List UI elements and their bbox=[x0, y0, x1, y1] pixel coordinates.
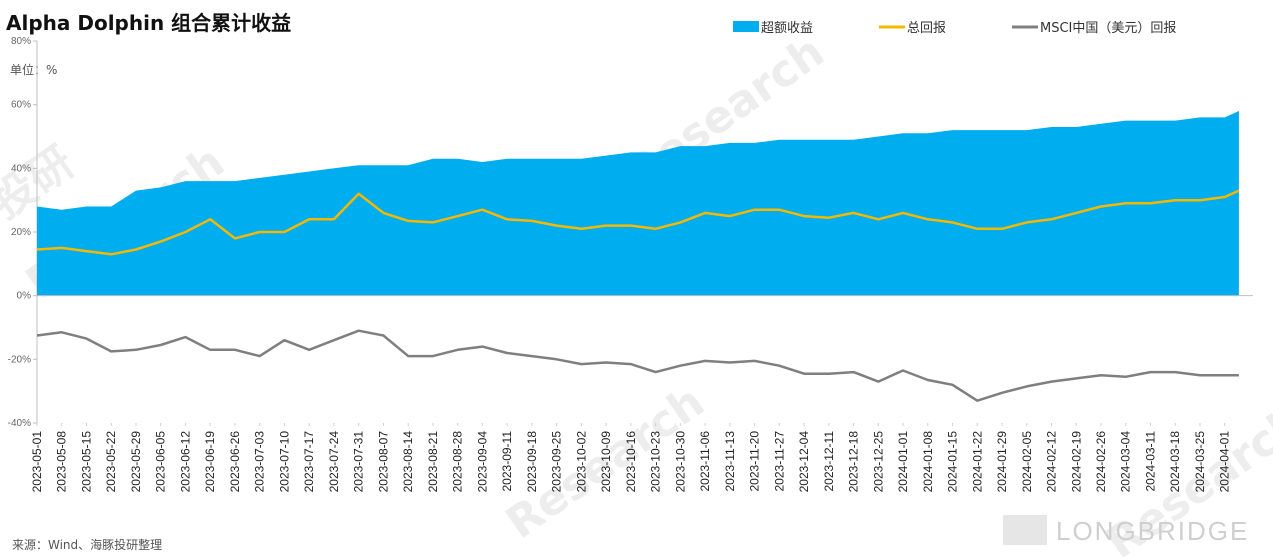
x-tick-label: 2024-03-04 bbox=[1119, 431, 1133, 493]
chart-title: Alpha Dolphin 组合累计收益 bbox=[6, 11, 291, 35]
x-tick-label: 2024-01-22 bbox=[970, 431, 984, 493]
x-tick-label: 2023-09-04 bbox=[475, 431, 489, 493]
x-tick-label: 2023-10-09 bbox=[599, 431, 613, 493]
y-tick-label: 40% bbox=[11, 163, 31, 174]
brand-logo: LONGBRIDGE bbox=[1003, 515, 1249, 546]
brand-logo-text: LONGBRIDGE bbox=[1056, 516, 1249, 546]
x-tick-label: 2023-11-06 bbox=[698, 431, 712, 492]
x-tick-label: 2023-05-29 bbox=[129, 431, 143, 493]
x-tick-label: 2024-03-25 bbox=[1193, 431, 1207, 493]
x-tick-label: 2023-05-08 bbox=[55, 431, 69, 493]
x-tick-label: 2023-07-24 bbox=[327, 431, 341, 493]
x-tick-label: 2023-07-10 bbox=[277, 431, 291, 493]
x-tick-label: 2023-09-25 bbox=[550, 431, 564, 493]
x-tick-label: 2023-11-27 bbox=[772, 431, 786, 492]
x-tick-label: 2023-07-03 bbox=[253, 431, 267, 493]
y-tick-label: -40% bbox=[8, 418, 31, 429]
y-axis: 80% 60% 40% 20% 0% -20% -40% bbox=[8, 36, 38, 429]
x-tick-label: 2023-05-01 bbox=[30, 431, 44, 493]
x-tick-label: 2024-04-01 bbox=[1218, 431, 1232, 493]
x-tick-label: 2024-03-11 bbox=[1144, 431, 1158, 492]
plot-area bbox=[36, 111, 1253, 402]
x-tick-label: 2023-10-23 bbox=[649, 431, 663, 493]
y-tick-label: 80% bbox=[11, 36, 31, 47]
legend-label: MSCI中国（美元）回报 bbox=[1040, 21, 1176, 36]
x-axis: 2023-05-01 2023-05-08 2023-05-15 2023-05-22… bbox=[30, 423, 1232, 492]
x-tick-label: 2024-03-18 bbox=[1168, 431, 1182, 493]
legend: 超额收益 总回报 MSCI中国（美元）回报 bbox=[733, 21, 1176, 36]
x-tick-label: 2023-06-12 bbox=[179, 431, 193, 493]
x-tick-label: 2023-05-22 bbox=[104, 431, 118, 493]
x-tick-label: 2023-07-31 bbox=[352, 431, 366, 493]
x-tick-label: 2023-06-05 bbox=[154, 431, 168, 493]
x-tick-label: 2023-08-21 bbox=[426, 431, 440, 493]
y-tick-label: 60% bbox=[11, 100, 31, 111]
x-tick-label: 2023-08-07 bbox=[376, 431, 390, 493]
x-tick-label: 2023-12-25 bbox=[871, 431, 885, 493]
x-tick-label: 2023-12-04 bbox=[797, 431, 811, 493]
legend-label: 超额收益 bbox=[761, 21, 813, 36]
x-tick-label: 2023-06-19 bbox=[203, 431, 217, 493]
x-tick-label: 2023-11-13 bbox=[723, 431, 737, 492]
x-tick-label: 2023-09-11 bbox=[500, 431, 514, 492]
brand-logo-mark bbox=[1003, 515, 1047, 545]
y-tick-label: 20% bbox=[11, 227, 31, 238]
legend-swatch-excess bbox=[733, 21, 759, 32]
y-tick-label: -20% bbox=[8, 354, 31, 365]
x-tick-label: 2023-08-14 bbox=[401, 431, 415, 493]
series-line-msci-china bbox=[36, 329, 1239, 402]
x-tick-label: 2024-01-08 bbox=[921, 431, 935, 493]
x-tick-label: 2024-01-29 bbox=[995, 431, 1009, 493]
series-line-total-return bbox=[36, 189, 1240, 256]
x-tick-label: 2023-10-30 bbox=[673, 431, 687, 493]
x-tick-label: 2023-10-02 bbox=[574, 431, 588, 493]
x-tick-label: 2024-02-05 bbox=[1020, 431, 1034, 493]
x-tick-label: 2023-12-18 bbox=[847, 431, 861, 493]
source-note: 来源：Wind、海豚投研整理 bbox=[12, 537, 162, 552]
x-tick-label: 2024-02-19 bbox=[1069, 431, 1083, 493]
x-tick-label: 2024-01-01 bbox=[896, 431, 910, 493]
legend-label: 总回报 bbox=[907, 21, 946, 36]
x-tick-label: 2023-09-18 bbox=[525, 431, 539, 493]
y-tick-label: 0% bbox=[17, 291, 32, 302]
x-tick-label: 2024-02-26 bbox=[1094, 431, 1108, 493]
x-tick-label: 2024-02-12 bbox=[1045, 431, 1059, 493]
x-tick-label: 2023-10-16 bbox=[624, 431, 638, 493]
x-tick-label: 2023-08-28 bbox=[451, 431, 465, 493]
x-tick-label: 2023-12-11 bbox=[822, 431, 836, 492]
x-tick-label: 2023-07-17 bbox=[302, 431, 316, 493]
series-area-excess bbox=[37, 111, 1239, 296]
x-tick-label: 2023-06-26 bbox=[228, 431, 242, 493]
x-tick-label: 2024-01-15 bbox=[946, 431, 960, 493]
unit-label: 单位：% bbox=[10, 62, 57, 77]
x-tick-label: 2023-11-20 bbox=[748, 431, 762, 492]
x-tick-label: 2023-05-15 bbox=[80, 431, 94, 493]
